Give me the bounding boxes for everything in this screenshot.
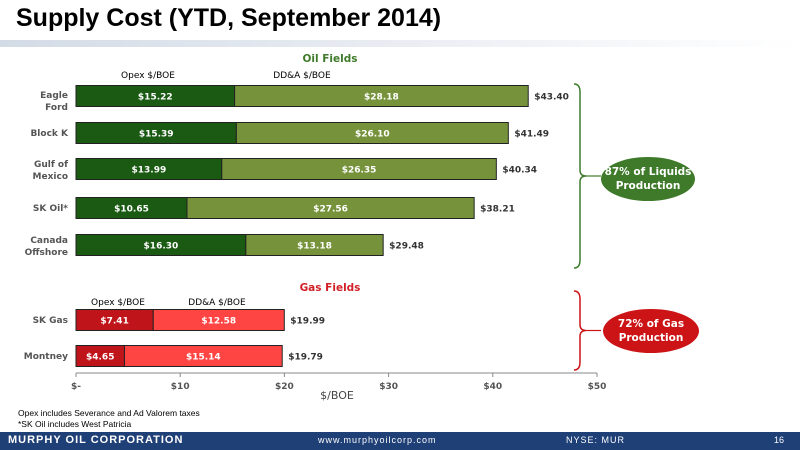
x-tick-label: $50 (588, 382, 607, 392)
website-link[interactable]: www.murphyoilcorp.com (318, 435, 437, 445)
group-brace (573, 290, 587, 371)
data-label: $13.18 (297, 242, 332, 252)
bar-segment (234, 85, 529, 107)
bar-segment (235, 122, 509, 144)
total-label: $43.40 (534, 93, 569, 103)
total-label: $29.48 (389, 242, 424, 252)
footnote-opex: Opex includes Severance and Ad Valorem t… (18, 408, 200, 418)
total-label: $19.79 (288, 353, 323, 363)
category-label: Ford (45, 103, 68, 113)
x-axis-title: $/BOE (320, 389, 354, 402)
data-label: $26.10 (355, 130, 390, 140)
group-brace (573, 83, 587, 269)
data-label: $15.22 (138, 93, 173, 103)
footer-bar: MURPHY OIL CORPORATION www.murphyoilcorp… (0, 432, 800, 450)
total-label: $41.49 (514, 130, 549, 140)
series-label: Opex $/BOE (121, 71, 175, 81)
bar-segment (152, 309, 285, 331)
company-name: MURPHY OIL CORPORATION (8, 434, 184, 446)
category-label: Offshore (25, 248, 68, 258)
data-label: $27.56 (313, 205, 348, 215)
category-label: Eagle (40, 91, 68, 101)
bar-segment (123, 345, 283, 367)
slide-title: Supply Cost (YTD, September 2014) (16, 4, 442, 32)
bar-segment (186, 197, 475, 219)
data-label: $15.39 (139, 130, 174, 140)
data-label: $7.41 (100, 317, 128, 327)
x-tick-label: $10 (171, 382, 190, 392)
gas-production-callout: 72% of Gas Production (603, 309, 699, 353)
data-label: $15.14 (186, 353, 221, 363)
page-number: 16 (774, 435, 785, 445)
footnote-sk-oil: *SK Oil includes West Patricia (18, 419, 132, 429)
group-title: Gas Fields (300, 282, 361, 294)
data-label: $4.65 (86, 353, 114, 363)
title-rule (0, 40, 800, 47)
category-label: SK Oil* (33, 204, 68, 214)
bar-segment (221, 158, 497, 180)
data-label: $12.58 (201, 317, 236, 327)
data-label: $26.35 (342, 166, 377, 176)
liquids-production-callout: 87% of Liquids Production (601, 157, 695, 201)
data-label: $10.65 (114, 205, 149, 215)
series-label: Opex $/BOE (91, 298, 145, 308)
category-label: Mexico (33, 172, 68, 182)
bar-segment (245, 234, 384, 256)
stock-ticker: NYSE: MUR (566, 435, 626, 445)
series-label: DD&A $/BOE (188, 298, 246, 308)
total-label: $38.21 (480, 205, 515, 215)
data-label: $13.99 (132, 166, 167, 176)
x-tick-label: $40 (483, 382, 502, 392)
supply-cost-chart: Oil Fields Opex $/BOE DD&A $/BOE Eagle Ford $… (24, 53, 607, 402)
series-label: DD&A $/BOE (273, 71, 331, 81)
total-label: $40.34 (502, 166, 537, 176)
x-tick-label: $30 (379, 382, 398, 392)
category-label: SK Gas (33, 316, 68, 326)
x-tick-label: $20 (275, 382, 294, 392)
total-label: $19.99 (290, 317, 325, 327)
x-tick-label: $- (71, 382, 81, 392)
footnotes: Opex includes Severance and Ad Valorem t… (18, 408, 200, 430)
category-label: Montney (24, 352, 68, 362)
category-label: Canada (30, 236, 68, 246)
group-title: Oil Fields (302, 53, 357, 65)
data-label: $28.18 (364, 93, 399, 103)
data-label: $16.30 (144, 242, 179, 252)
category-label: Block K (30, 129, 69, 139)
category-label: Gulf of (34, 160, 68, 170)
